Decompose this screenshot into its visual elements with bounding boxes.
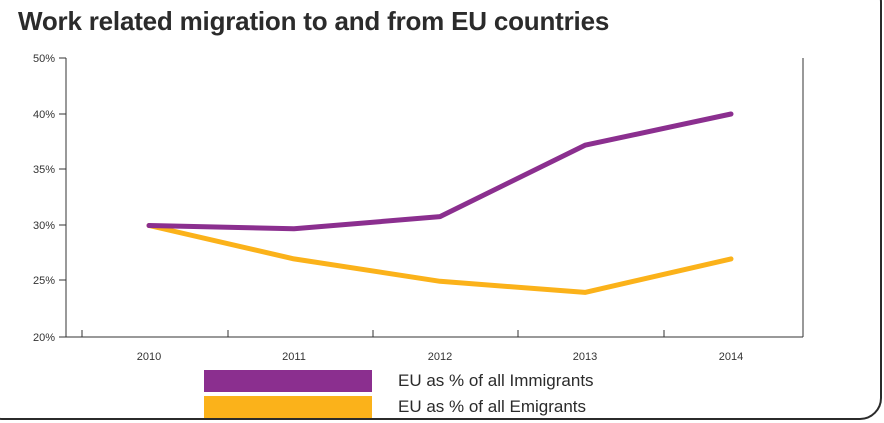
legend-item-immigrants: EU as % of all Immigrants — [204, 370, 594, 392]
legend-swatch-immigrants — [204, 370, 372, 392]
series-line-immigrants — [146, 111, 734, 232]
y-tick-label: 40% — [33, 109, 55, 121]
series-line-emigrants — [146, 223, 734, 295]
x-tick-label: 2010 — [137, 351, 161, 363]
x-tick-label: 2011 — [282, 351, 306, 363]
series-layer — [146, 111, 734, 295]
legend-label-emigrants: EU as % of all Emigrants — [398, 397, 587, 416]
y-tick-label: 20% — [33, 332, 55, 344]
y-tick-label: 30% — [33, 220, 55, 232]
legend-item-emigrants: EU as % of all Emigrants — [204, 396, 586, 418]
y-tick-label: 50% — [33, 53, 55, 65]
x-tick-label: 2014 — [719, 351, 743, 363]
x-tick-label: 2012 — [428, 351, 452, 363]
chart-title: Work related migration to and from EU co… — [18, 6, 610, 36]
y-tick-label: 35% — [33, 164, 55, 176]
legend-label-immigrants: EU as % of all Immigrants — [398, 371, 594, 390]
y-tick-label: 25% — [33, 275, 55, 287]
axes — [65, 58, 804, 338]
legend-swatch-emigrants — [204, 396, 372, 418]
x-tick-label: 2013 — [573, 351, 597, 363]
x-ticks: 2010 2011 2012 2013 2014 — [81, 330, 804, 363]
y-ticks: 50% 40% 35% 30% 25% 20% — [33, 53, 66, 344]
